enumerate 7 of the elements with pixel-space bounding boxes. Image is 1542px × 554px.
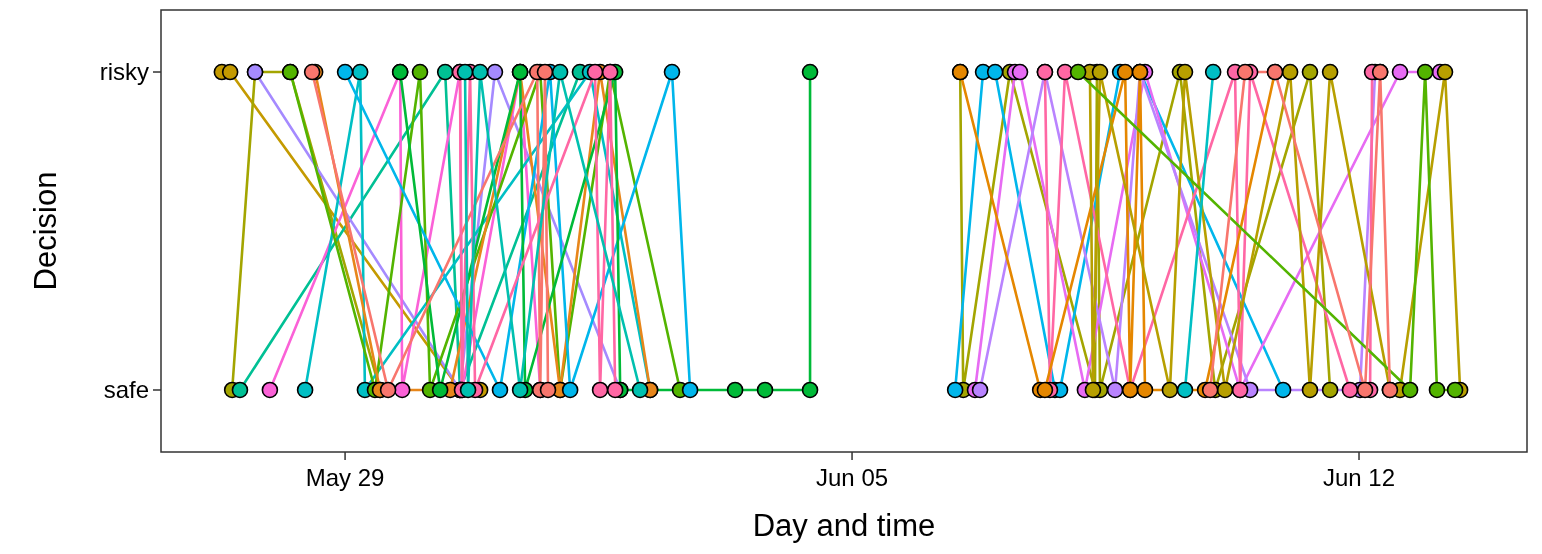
text: risky <box>99 58 149 86</box>
x-tick-label: May 29 <box>305 464 385 491</box>
text: safe <box>103 375 149 403</box>
x-tick-label: Jun 12 <box>1322 464 1396 491</box>
x-axis-title: Day and time <box>752 508 936 543</box>
x-tick-label: Jun 05 <box>816 464 889 491</box>
y-axis-title: Decision <box>28 171 63 291</box>
